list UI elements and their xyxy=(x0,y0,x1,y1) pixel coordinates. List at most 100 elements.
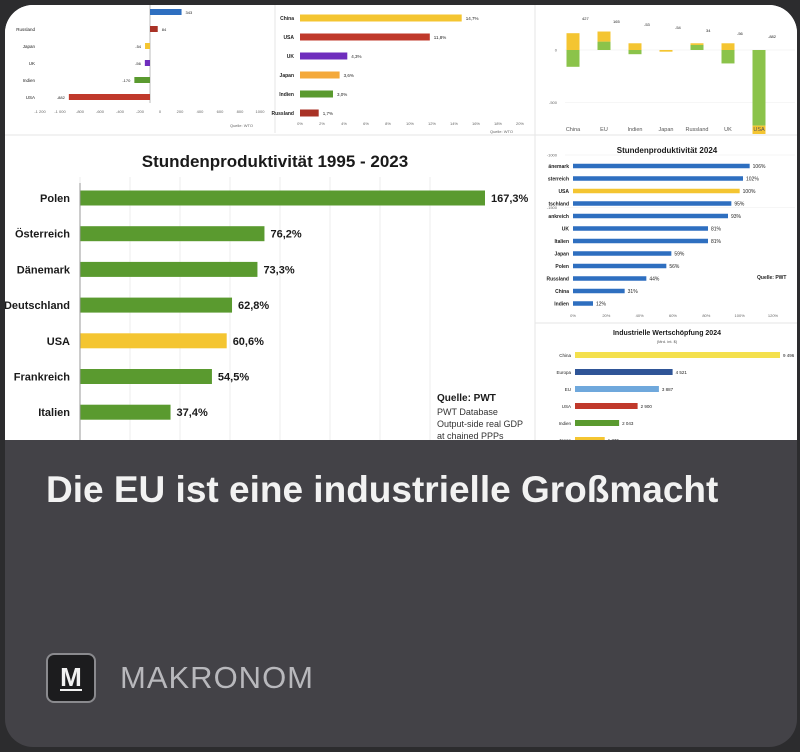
prod2024-bar xyxy=(573,188,740,194)
prod2024-category-label: Indien xyxy=(554,302,569,308)
wert-value-label: 3 887 xyxy=(662,387,674,392)
main-chart-bar xyxy=(80,261,258,277)
main-chart-quelle: Quelle: PWT xyxy=(437,393,496,404)
source-row[interactable]: M MAKRONOM xyxy=(46,651,314,705)
prod2024-bar xyxy=(573,201,732,206)
wert-category-label: China xyxy=(559,353,571,358)
balance-category-label: Russland xyxy=(16,27,35,32)
main-chart-bar xyxy=(80,297,233,313)
prod2024-category-label: USA xyxy=(558,189,569,195)
wertschoepfung-title: Industrielle Wertschöpfung 2024 xyxy=(613,330,721,337)
balance-xtick: 1000 xyxy=(256,109,266,114)
prod2024-value-label: 95% xyxy=(734,202,745,208)
prod2024-bar xyxy=(573,176,743,181)
main-chart-category-label: Italien xyxy=(38,407,70,419)
wert-category-label: USA xyxy=(562,404,571,409)
prod2024-bar xyxy=(573,238,708,244)
prod2024-value-label: 56% xyxy=(669,264,680,270)
prod2024-category-label: China xyxy=(555,289,569,295)
main-chart-category-label: USA xyxy=(47,336,70,348)
balance-category-label: UK xyxy=(29,61,35,66)
trade-category-label: EU xyxy=(600,127,608,133)
trade-ytick: -1500 xyxy=(547,205,558,210)
trade-category-label: USA xyxy=(753,127,765,133)
share-xtick: 2% xyxy=(319,121,325,126)
share-xtick: 14% xyxy=(450,121,458,126)
prod2024-xtick: 40% xyxy=(636,313,644,318)
balance-xtick: -1 000 xyxy=(54,109,66,114)
main-chart-category-label: Frankreich xyxy=(14,372,71,384)
main-chart-bar xyxy=(80,369,212,384)
share-quelle: Quelle: WTO xyxy=(490,129,513,134)
share-category-label: Russland xyxy=(271,111,294,117)
share-xtick: 10% xyxy=(406,121,414,126)
prod2024-bar xyxy=(573,301,593,306)
trade-ytick: -1000 xyxy=(547,153,558,158)
main-chart-source-line: at chained PPPs xyxy=(437,431,504,440)
balance-value-label: 343 xyxy=(186,10,193,15)
balance-quelle: Quelle: WTO xyxy=(230,123,253,128)
trade-bar xyxy=(566,33,580,50)
main-chart: Polen 167,3% Österreich 76,2% Dänemark 73,3% D… xyxy=(5,177,529,440)
share-category-label: Japan xyxy=(280,73,294,79)
prod2024-value-label: 100% xyxy=(743,189,756,195)
prod2024-chart: änemark 106% sterreich 102% USA 100% tschland 9… xyxy=(546,163,786,318)
trade-bar xyxy=(752,50,766,126)
main-chart-value-label: 62,8% xyxy=(238,300,269,312)
prod2024-category-label: Russland xyxy=(546,277,569,283)
prod2024-value-label: 81% xyxy=(711,239,722,245)
wert-value-label: 2 043 xyxy=(622,421,634,426)
balance-xtick: 800 xyxy=(237,109,244,114)
trade-bar xyxy=(690,43,704,45)
wert-value-label: 4 521 xyxy=(676,370,688,375)
balance-value-label: 84 xyxy=(162,27,167,32)
wert-bar xyxy=(575,420,620,426)
share-xtick: 16% xyxy=(472,121,480,126)
trade-value-label: -54 xyxy=(675,25,682,30)
wert-bar xyxy=(575,352,780,358)
share-category-label: UK xyxy=(287,54,295,60)
main-chart-category-label: Dänemark xyxy=(17,264,71,276)
main-chart-source-line: PWT Database xyxy=(437,407,498,417)
trade-bar xyxy=(721,50,735,64)
wert-category-label: Europa xyxy=(556,370,571,375)
trade-value-label: -53 xyxy=(644,22,651,27)
main-chart-value-label: 54,5% xyxy=(218,372,249,384)
main-chart-bar xyxy=(80,404,171,420)
share-bar xyxy=(300,71,340,79)
article-card[interactable]: Stundenproduktivität 1995 - 2023 Polen 16… xyxy=(5,5,797,747)
main-chart-category-label: Polen xyxy=(40,193,70,205)
share-xtick: 6% xyxy=(363,121,369,126)
trade-value-label: 34 xyxy=(706,28,711,33)
main-chart-source-line: Output-side real GDP xyxy=(437,419,523,429)
share-value-label: 11,8% xyxy=(434,35,446,40)
balance-value-label: -54 xyxy=(135,44,142,49)
prod2024-value-label: 81% xyxy=(711,227,722,233)
main-chart-value-label: 37,4% xyxy=(177,407,208,419)
balance-xtick: -200 xyxy=(136,109,145,114)
wert-value-label: 2 900 xyxy=(641,404,653,409)
main-chart-category-label: Deutschland xyxy=(5,300,70,312)
trade-bar xyxy=(721,43,735,50)
prod2024-quelle: Quelle: PWT xyxy=(757,275,786,281)
trade-bar xyxy=(566,50,580,67)
balance-xtick: -400 xyxy=(116,109,125,114)
balance-value-label: -56 xyxy=(135,61,142,66)
trade-bar xyxy=(752,125,766,134)
prod2024-xtick: 60% xyxy=(669,313,677,318)
prod2024-category-label: sterreich xyxy=(548,177,569,183)
prod2024-category-label: tschland xyxy=(548,202,569,208)
wert-category-label: EU xyxy=(565,387,571,392)
trade-bar xyxy=(628,43,642,50)
trade-value-label: 427 xyxy=(582,16,589,21)
share-category-label: USA xyxy=(283,35,294,41)
main-chart-value-label: 60,6% xyxy=(233,336,264,348)
article-thumbnail[interactable]: Stundenproduktivität 1995 - 2023 Polen 16… xyxy=(5,5,797,440)
thumbnail-collage: Stundenproduktivität 1995 - 2023 Polen 16… xyxy=(5,5,797,440)
share-xtick: 12% xyxy=(428,121,436,126)
prod2024-category-label: änemark xyxy=(548,164,569,170)
wert-bar xyxy=(575,369,673,375)
trade-bar xyxy=(659,50,673,52)
prod2024-bar xyxy=(573,276,647,281)
article-title[interactable]: Die EU ist eine industrielle Großmacht xyxy=(46,469,719,510)
